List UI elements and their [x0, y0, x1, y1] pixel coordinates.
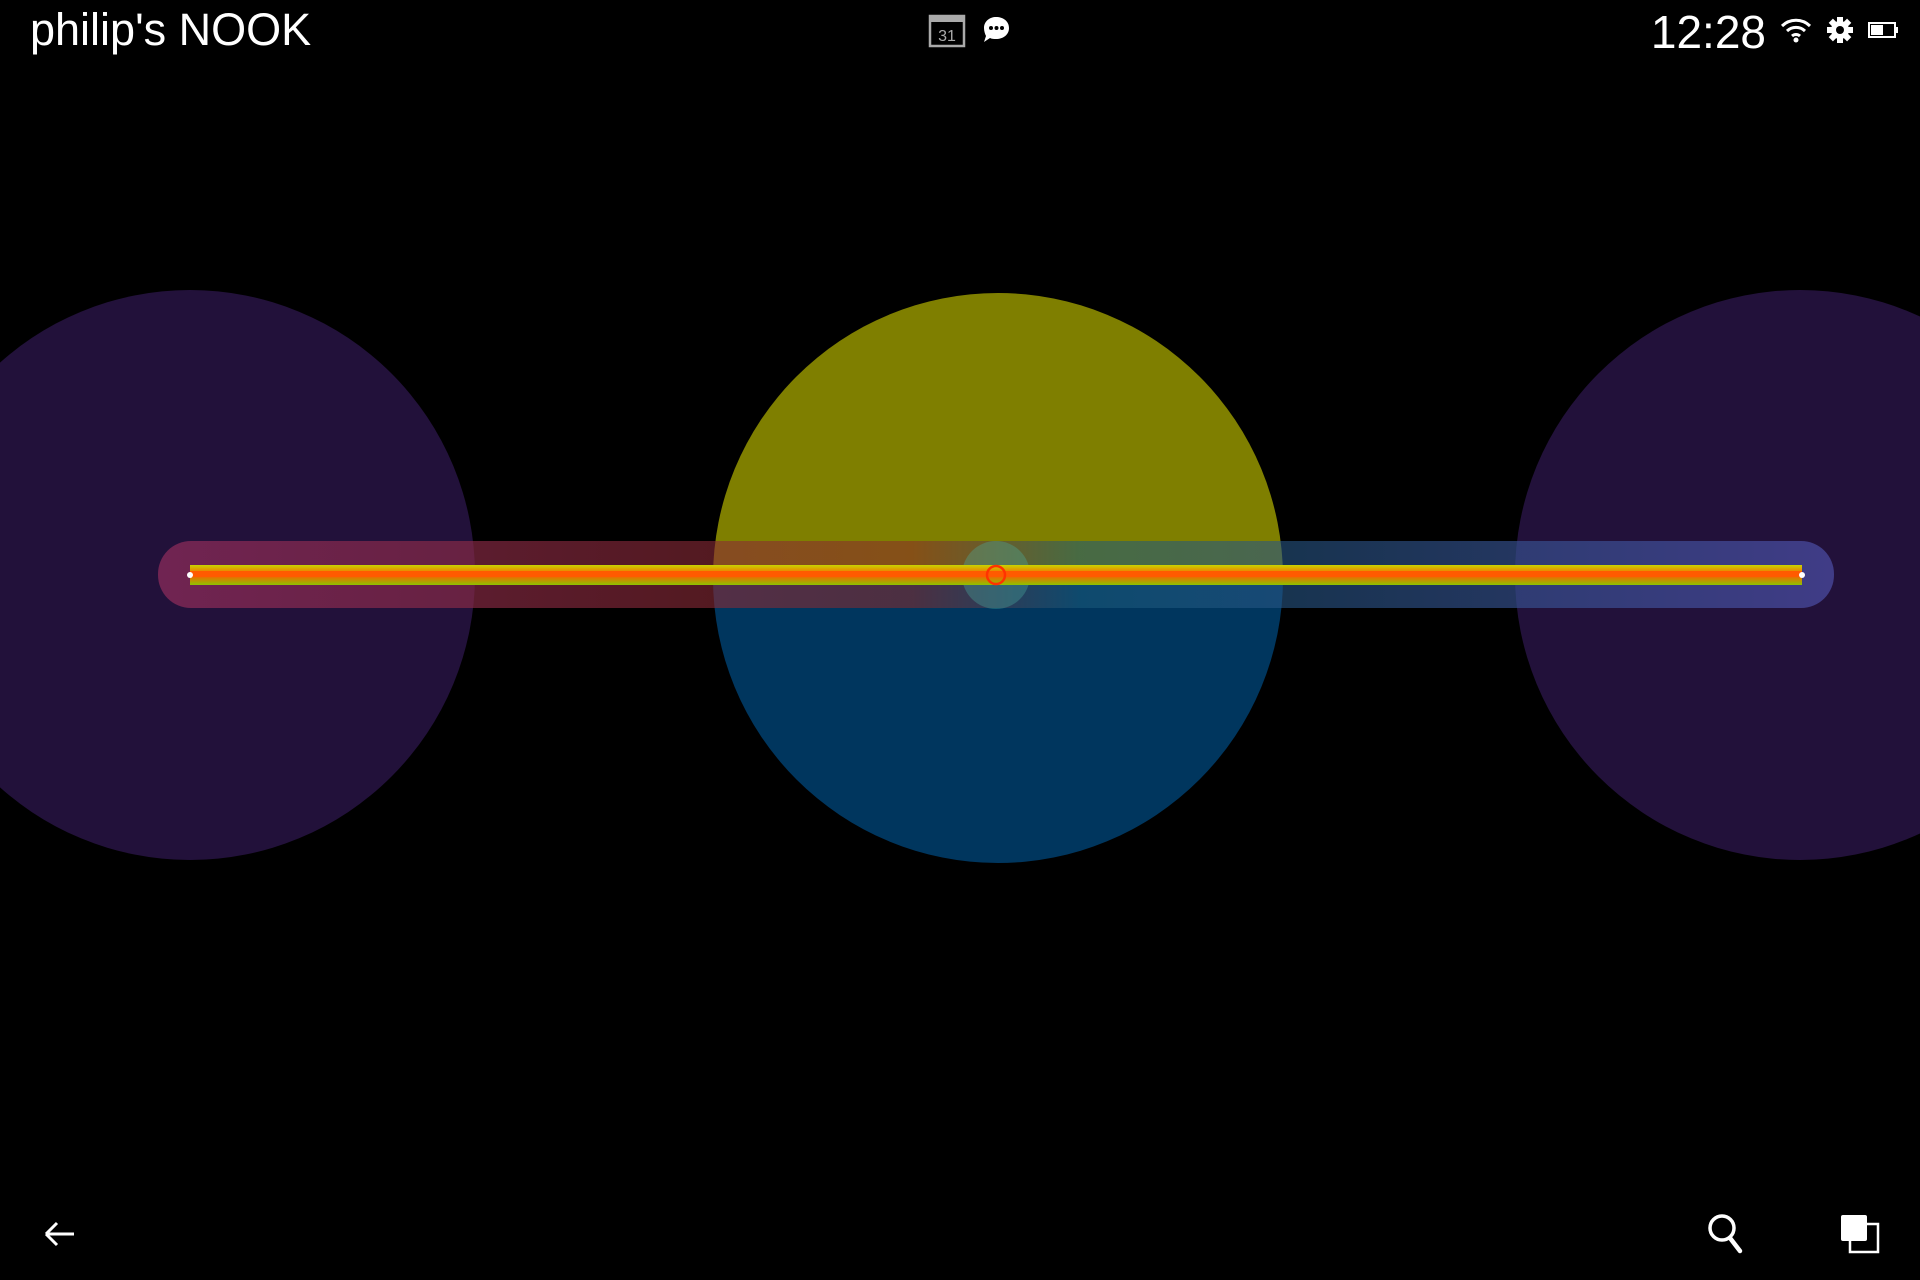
device-name: philip's NOOK: [30, 4, 312, 55]
line-core: [190, 571, 1802, 577]
back-button[interactable]: [32, 1208, 88, 1264]
battery-icon: [1868, 20, 1898, 45]
recent-apps-button[interactable]: [1832, 1208, 1888, 1264]
clock: 12:28: [1650, 6, 1766, 58]
search-icon: [1706, 1212, 1746, 1261]
status-bar: philip's NOOK 31 12:28: [0, 0, 1920, 64]
chat-icon[interactable]: [980, 14, 1012, 51]
nav-bar: [0, 1190, 1920, 1280]
back-arrow-icon: [42, 1220, 78, 1253]
calendar-day: 31: [938, 28, 956, 45]
line-endpoint-left[interactable]: [187, 572, 193, 578]
calendar-icon[interactable]: 31: [928, 12, 966, 53]
recent-apps-icon: [1838, 1212, 1882, 1261]
status-right: 12:28: [1651, 6, 1898, 58]
center-circle-bottom: [713, 575, 1283, 863]
search-button[interactable]: [1698, 1208, 1754, 1264]
center-circle-top: [713, 293, 1283, 575]
center-marker[interactable]: [985, 564, 1007, 586]
line-endpoint-right[interactable]: [1799, 572, 1805, 578]
gear-icon[interactable]: [1826, 16, 1854, 49]
notification-icons: 31: [928, 12, 1012, 53]
wifi-icon: [1780, 16, 1812, 49]
